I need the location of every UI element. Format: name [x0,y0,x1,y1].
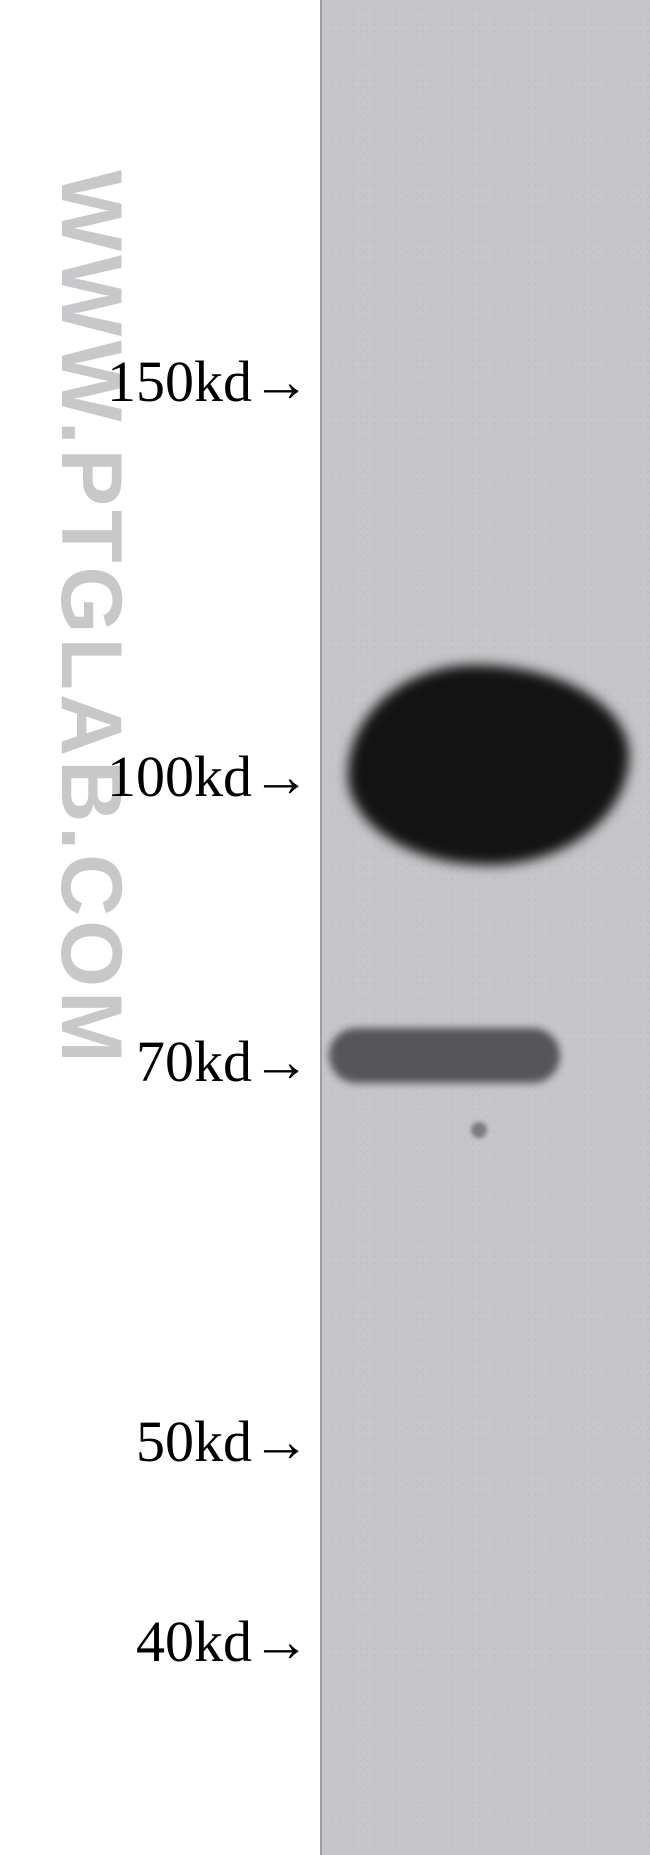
western-blot-figure: WWW.PTGLAB.COM 150kd→ 100kd→ 70kd→ 50kd→ 40k… [0,0,650,1855]
marker-label-150kd: 150kd→ [107,348,310,415]
watermark-text: WWW.PTGLAB.COM [41,170,140,1067]
marker-label-50kd: 50kd→ [136,1408,310,1475]
minor-band-70kd [329,1028,560,1083]
lane-background [322,0,650,1855]
marker-label-100kd: 100kd→ [107,743,310,810]
marker-label-70kd: 70kd→ [136,1028,310,1095]
marker-label-40kd: 40kd→ [136,1608,310,1675]
speck-below-70kd [471,1122,488,1138]
blot-lane [320,0,650,1855]
